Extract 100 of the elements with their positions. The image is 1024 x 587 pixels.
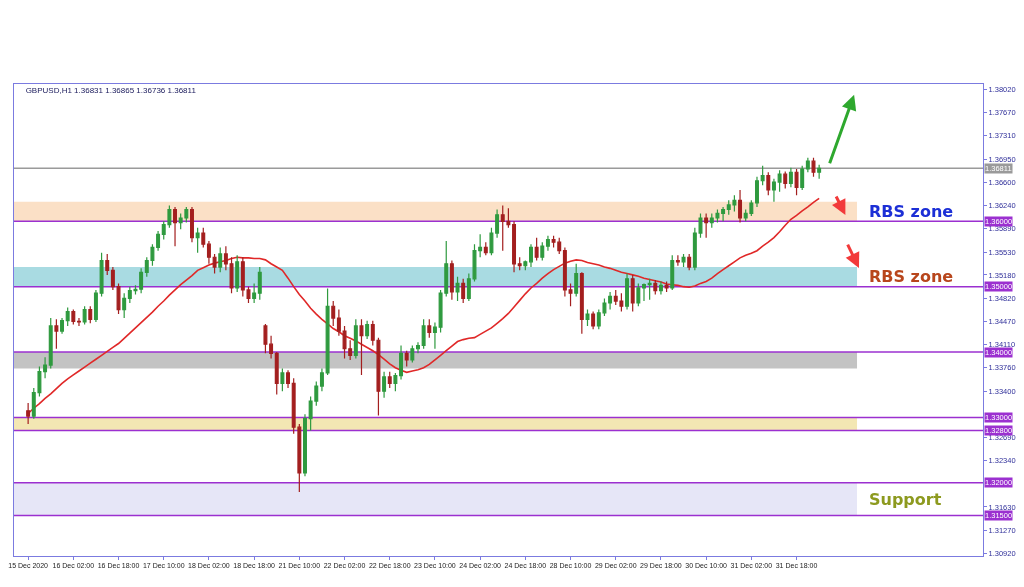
candlestick xyxy=(455,276,460,302)
candlestick xyxy=(212,253,217,275)
band-label: RBS zone xyxy=(869,267,954,286)
candlestick xyxy=(229,256,234,294)
candlestick xyxy=(738,189,743,224)
candlestick xyxy=(43,356,48,379)
chart-title: GBPUSD,H1 1.36831 1.36865 1.36736 1.36811 xyxy=(25,85,197,95)
candlestick xyxy=(353,318,358,360)
candlestick xyxy=(206,240,211,265)
candlestick xyxy=(48,317,53,369)
candlestick xyxy=(173,206,178,247)
candlestick xyxy=(545,235,550,252)
candlestick xyxy=(235,254,240,293)
candlestick xyxy=(625,272,630,311)
candlestick xyxy=(427,318,432,339)
candlestick xyxy=(777,169,782,193)
candlestick xyxy=(653,279,658,296)
candlestick xyxy=(783,171,788,190)
candlestick xyxy=(800,165,805,191)
candlestick xyxy=(399,344,404,381)
candlestick xyxy=(280,367,285,392)
candlestick xyxy=(534,237,539,262)
candlestick xyxy=(642,282,646,302)
candlestick xyxy=(54,318,59,350)
candlestick xyxy=(252,282,257,304)
candlestick xyxy=(99,252,104,298)
candlestick xyxy=(529,243,533,268)
candlestick xyxy=(93,289,98,323)
candlestick xyxy=(681,253,686,268)
candlestick xyxy=(636,282,641,307)
candlestick xyxy=(562,246,567,298)
candlestick xyxy=(675,254,680,267)
candlestick xyxy=(805,157,810,173)
candlestick xyxy=(495,208,500,239)
candlestick xyxy=(286,369,291,389)
candlestick xyxy=(223,245,228,271)
candlestick xyxy=(195,227,200,254)
candlestick xyxy=(704,212,709,239)
band-label: Support xyxy=(869,490,942,509)
candlestick xyxy=(218,246,223,273)
candlestick xyxy=(359,318,364,376)
candlestick xyxy=(449,259,454,301)
candlestick xyxy=(585,308,590,327)
candlestick xyxy=(365,320,370,340)
candlestick xyxy=(574,263,579,298)
candlestick xyxy=(658,280,663,296)
candlestick xyxy=(811,157,816,178)
candlestick xyxy=(82,305,87,326)
candlestick xyxy=(489,227,494,256)
candlestick xyxy=(755,176,759,208)
candlestick xyxy=(591,310,596,330)
candlestick xyxy=(687,253,692,271)
candlestick xyxy=(71,308,76,326)
candlestick xyxy=(517,256,522,271)
candlestick xyxy=(794,168,799,196)
candlestick xyxy=(771,178,776,203)
candlestick xyxy=(817,164,822,180)
candlestick xyxy=(483,241,488,256)
candlestick xyxy=(60,317,65,335)
candlestick xyxy=(512,220,517,273)
candlestick xyxy=(105,253,110,276)
candlestick xyxy=(76,317,81,327)
candlestick xyxy=(382,371,387,399)
candlestick xyxy=(122,292,127,319)
candlestick xyxy=(201,227,206,249)
candlestick xyxy=(760,165,765,186)
line-series xyxy=(27,197,820,415)
candlestick xyxy=(404,350,409,368)
candlestick xyxy=(766,171,771,196)
candlestick xyxy=(156,230,161,252)
candlestick xyxy=(65,306,70,327)
candlestick xyxy=(788,167,793,188)
candlestick xyxy=(670,254,675,291)
candlestick xyxy=(523,259,528,271)
candlestick xyxy=(421,318,426,350)
candlestick xyxy=(26,402,31,425)
candlestick xyxy=(331,300,336,327)
candlestick xyxy=(416,341,420,354)
candlestick xyxy=(721,206,726,222)
candlestick xyxy=(269,335,274,360)
candlestick xyxy=(393,372,398,392)
candlestick xyxy=(664,280,669,293)
candlestick xyxy=(274,351,279,396)
candlestick xyxy=(325,288,330,376)
candlestick xyxy=(540,241,545,262)
candlestick xyxy=(336,308,341,337)
candlestick xyxy=(190,206,194,243)
candlestick xyxy=(303,413,307,477)
candlestick xyxy=(579,271,584,335)
candlestick xyxy=(387,371,392,389)
candlestick xyxy=(647,278,652,301)
candlestick xyxy=(608,291,613,311)
candlestick xyxy=(263,323,268,354)
candlestick xyxy=(319,367,324,392)
candlestick xyxy=(568,282,573,307)
band-label: RBS zone xyxy=(869,202,954,221)
candlestick xyxy=(88,305,93,324)
candlestick xyxy=(630,274,635,313)
candlestick xyxy=(432,322,437,350)
candlestick xyxy=(461,278,466,304)
